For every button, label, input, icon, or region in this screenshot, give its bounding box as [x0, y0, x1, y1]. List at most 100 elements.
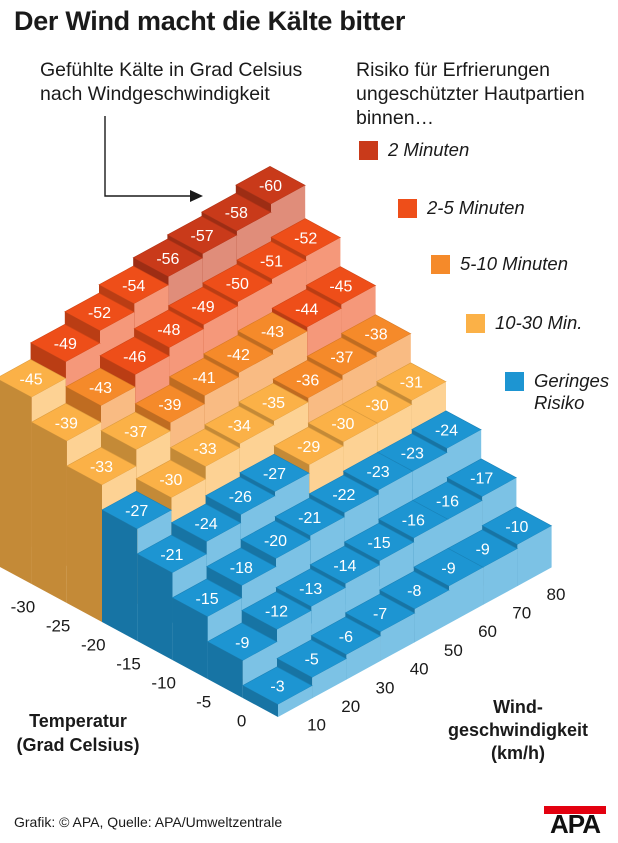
temperature-axis-title: Temperatur (Grad Celsius) — [16, 711, 139, 755]
legend-item-2-5-minuten: 2-5 Minuten — [398, 197, 525, 219]
bar-side-right — [31, 422, 67, 603]
bar-side-right — [242, 685, 278, 717]
data-label: -30 — [331, 416, 354, 433]
legend-item-10-30-min: 10-30 Min. — [466, 312, 582, 334]
data-label: -34 — [228, 418, 251, 435]
chart-subtitle: Gefühlte Kälte in Grad Celsius nach Wind… — [40, 59, 303, 105]
data-label: -43 — [261, 324, 284, 341]
data-label: -8 — [407, 583, 421, 600]
data-label: -45 — [329, 279, 352, 296]
data-label: -46 — [123, 349, 146, 366]
temperature-tick-label: -25 — [46, 617, 71, 636]
data-label: -21 — [298, 510, 321, 527]
data-label: -50 — [226, 276, 249, 293]
data-label: -41 — [193, 370, 216, 387]
data-label: -29 — [297, 439, 320, 456]
bar-side-left — [278, 685, 313, 717]
temperature-tick-label: -5 — [196, 693, 211, 712]
apa-logo: APA — [544, 806, 606, 839]
bar-top — [136, 534, 208, 574]
temperature-tick-label: -20 — [81, 636, 106, 655]
legend-swatch — [359, 141, 378, 160]
data-label: -37 — [330, 349, 353, 366]
wind-tick-label: 70 — [512, 604, 531, 623]
data-label: -9 — [235, 635, 249, 652]
data-label: -33 — [194, 441, 217, 458]
wind-axis-title: Wind-geschwindigkeit (km/h) — [448, 697, 588, 763]
bar-side-left — [312, 658, 347, 699]
temperature-tick-label: -10 — [151, 674, 176, 693]
data-label: -3 — [270, 679, 284, 696]
data-label: -30 — [159, 472, 182, 489]
data-label: -43 — [89, 380, 112, 397]
data-label: -44 — [295, 301, 318, 318]
bar-side-left — [449, 567, 484, 624]
data-label: -14 — [333, 558, 356, 575]
wind-tick-label: 50 — [444, 641, 463, 660]
temperature-tick-label: -30 — [11, 598, 36, 617]
data-label: -10 — [505, 519, 528, 536]
data-label: -57 — [191, 228, 214, 245]
legend-item-2-minuten: 2 Minuten — [359, 139, 469, 161]
data-label: -58 — [225, 205, 248, 222]
data-label: -23 — [367, 464, 390, 481]
data-label: -18 — [230, 560, 253, 577]
bar-side-left — [483, 548, 518, 605]
axis-title-line: (Grad Celsius) — [16, 735, 139, 755]
data-label: -15 — [368, 535, 391, 552]
bar-side-right — [0, 380, 32, 584]
legend-swatch — [431, 255, 450, 274]
data-label: -23 — [401, 446, 424, 463]
axis-title-line: (km/h) — [491, 743, 545, 763]
data-label: -48 — [157, 322, 180, 339]
data-label: -27 — [263, 466, 286, 483]
data-label: -7 — [373, 606, 387, 623]
data-label: -39 — [55, 415, 78, 432]
data-label: -38 — [365, 327, 388, 344]
data-label: -16 — [402, 512, 425, 529]
data-label: -33 — [90, 459, 113, 476]
axis-title-line: geschwindigkeit — [448, 720, 588, 740]
data-label: -37 — [124, 424, 147, 441]
data-label: -60 — [259, 178, 282, 195]
data-label: -21 — [160, 547, 183, 564]
legend-item-5-10-minuten: 5-10 Minuten — [431, 253, 568, 275]
data-label: -51 — [260, 253, 283, 270]
legend-label: 2-5 Minuten — [427, 197, 525, 218]
data-label: -27 — [125, 503, 148, 520]
chart-body: -60-58-52-57-51-45-56-50-44-38-54-49-43-… — [0, 166, 553, 717]
bar-side-right — [137, 553, 173, 660]
bar-side-right — [207, 641, 243, 698]
legend-label: Geringes Risiko — [534, 370, 610, 413]
bar-side-left — [346, 636, 381, 680]
data-label: -20 — [264, 533, 287, 550]
legend-swatch — [398, 199, 417, 218]
chart-title: Der Wind macht die Kälte bitter — [14, 6, 406, 36]
data-label: -24 — [435, 423, 458, 440]
data-label: -17 — [470, 471, 493, 488]
wind-tick-label: 60 — [478, 622, 497, 641]
data-label: -9 — [476, 542, 490, 559]
data-label: -56 — [156, 251, 179, 268]
bar-side-right — [102, 509, 138, 641]
data-label: -52 — [294, 230, 317, 247]
wind-tick-label: 80 — [547, 585, 566, 604]
data-label: -22 — [332, 487, 355, 504]
data-label: -6 — [339, 629, 353, 646]
legend-item-geringes-risiko: Geringes Risiko — [505, 370, 609, 414]
data-label: -49 — [54, 336, 77, 353]
data-label: -5 — [305, 652, 319, 669]
bar-side-right — [66, 466, 102, 622]
temperature-tick-label: -15 — [116, 655, 141, 674]
axis-title-line: Wind- — [493, 697, 543, 717]
data-label: -12 — [265, 604, 288, 621]
chart-bar: -3 — [242, 666, 313, 717]
data-label: -24 — [195, 516, 218, 533]
data-label: -30 — [366, 398, 389, 415]
bar-side-left — [380, 613, 415, 661]
bar-side-left — [414, 590, 449, 643]
legend-swatch — [466, 314, 485, 333]
data-label: -45 — [20, 371, 43, 388]
data-label: -13 — [299, 581, 322, 598]
